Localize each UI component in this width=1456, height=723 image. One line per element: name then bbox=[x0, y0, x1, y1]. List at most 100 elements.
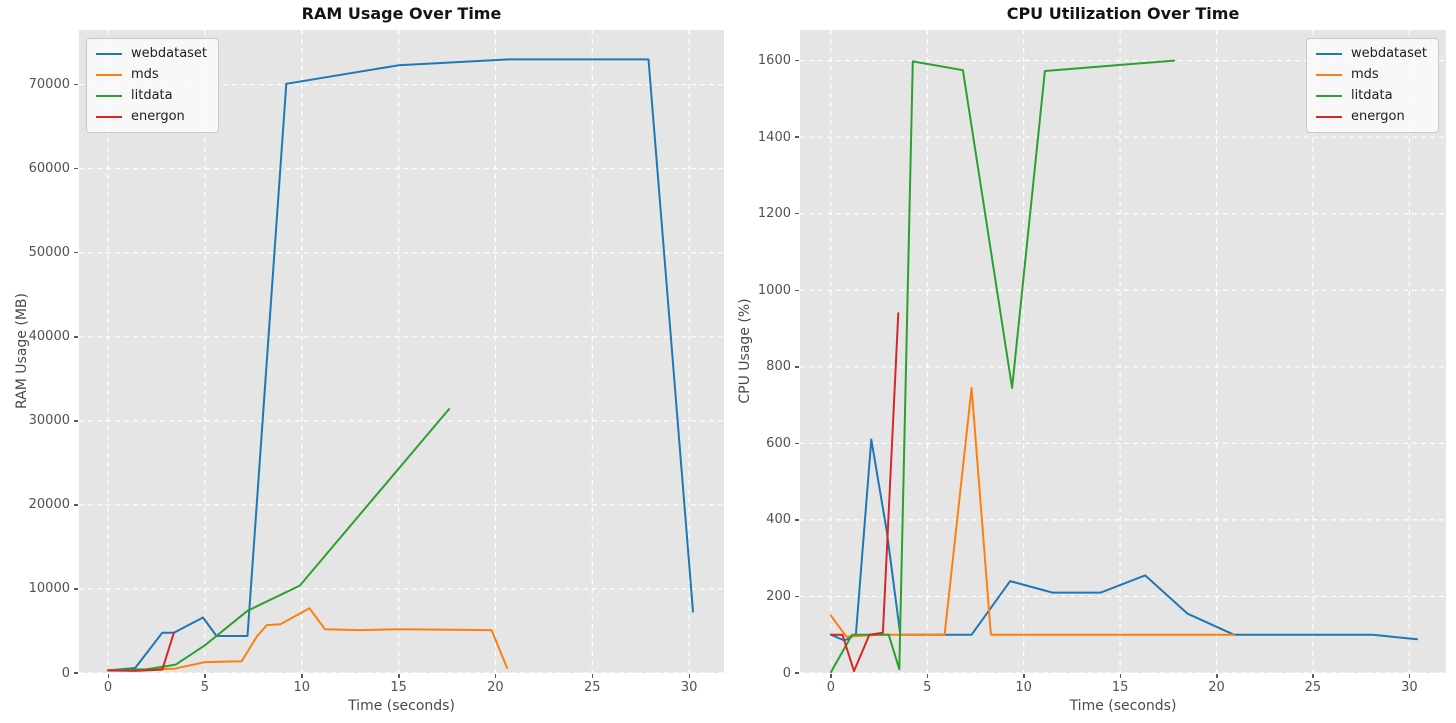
y-tick-mark bbox=[795, 59, 799, 62]
y-tick-mark bbox=[74, 251, 78, 254]
x-tick-mark bbox=[1312, 674, 1314, 678]
x-tick-label: 15 bbox=[390, 680, 407, 695]
x-tick-label: 20 bbox=[487, 680, 504, 695]
y-tick-label: 1400 bbox=[757, 129, 791, 145]
y-tick-label: 0 bbox=[61, 665, 70, 681]
y-tick-label: 50000 bbox=[28, 245, 70, 261]
y-tick-label: 10000 bbox=[28, 581, 70, 597]
y-tick-mark bbox=[74, 672, 78, 674]
y-tick-mark bbox=[795, 212, 799, 215]
legend-line-swatch bbox=[96, 74, 122, 76]
x-tick-label: 10 bbox=[293, 680, 310, 695]
y-tick-label: 70000 bbox=[28, 77, 70, 93]
y-tick-label: 20000 bbox=[28, 497, 70, 513]
y-tick-mark bbox=[74, 504, 78, 506]
y-tick-label: 800 bbox=[766, 359, 791, 375]
x-tick-label: 25 bbox=[1304, 680, 1322, 695]
x-tick-label: 5 bbox=[200, 680, 210, 695]
y-tick-label: 60000 bbox=[28, 161, 70, 177]
legend-line-swatch bbox=[96, 95, 122, 97]
series-line-mds bbox=[107, 607, 509, 672]
x-tick-label: 15 bbox=[1111, 680, 1129, 695]
legend-item-mds: mds bbox=[1315, 67, 1427, 83]
chart-title-cpu: CPU Utilization Over Time bbox=[1006, 4, 1240, 23]
x-tick-label: 10 bbox=[1015, 680, 1032, 695]
y-tick-mark bbox=[74, 336, 78, 338]
legend-label: webdataset bbox=[131, 46, 208, 61]
x-tick-mark bbox=[107, 674, 110, 678]
y-tick-label: 1200 bbox=[757, 206, 791, 222]
y-tick-label: 40000 bbox=[28, 329, 70, 345]
legend-label: energon bbox=[131, 109, 185, 124]
plot-area-cpu: webdataset mds litdata energon bbox=[800, 30, 1446, 673]
legend-label: litdata bbox=[131, 88, 173, 103]
x-tick-mark bbox=[1216, 674, 1218, 678]
legend-line-swatch bbox=[1315, 74, 1342, 76]
y-tick-label: 1000 bbox=[757, 282, 791, 298]
x-tick-mark bbox=[1023, 674, 1025, 678]
x-tick-label: 20 bbox=[1208, 680, 1225, 695]
x-tick-mark bbox=[1119, 674, 1122, 678]
plot-area-ram: webdataset mds litdata energon bbox=[79, 30, 724, 673]
chart-canvas bbox=[800, 30, 1446, 673]
y-tick-mark bbox=[795, 672, 799, 674]
x-axis-label-cpu: Time (seconds) bbox=[1069, 698, 1177, 714]
y-tick-mark bbox=[74, 420, 78, 422]
series-line-litdata bbox=[829, 59, 1176, 673]
cpu-utilization-panel: CPU Utilization Over Time CPU Usage (%) … bbox=[728, 0, 1456, 723]
x-tick-mark bbox=[926, 674, 929, 678]
legend-item-webdataset: webdataset bbox=[1315, 46, 1427, 62]
legend-line-swatch bbox=[96, 116, 122, 118]
y-tick-label: 600 bbox=[766, 435, 791, 451]
series-line-energon bbox=[829, 312, 900, 673]
y-tick-mark bbox=[795, 442, 799, 445]
y-tick-mark bbox=[795, 595, 799, 598]
chart-title-ram: RAM Usage Over Time bbox=[301, 4, 502, 23]
x-axis-label-ram: Time (seconds) bbox=[348, 698, 455, 714]
y-tick-mark bbox=[74, 588, 78, 590]
x-tick-mark bbox=[1408, 674, 1411, 678]
x-tick-mark bbox=[301, 674, 303, 678]
series-line-webdataset bbox=[829, 438, 1419, 642]
y-tick-mark bbox=[795, 289, 799, 291]
legend-label: mds bbox=[1350, 67, 1379, 82]
legend: webdataset mds litdata energon bbox=[86, 38, 220, 133]
x-tick-mark bbox=[688, 674, 691, 678]
x-tick-mark bbox=[204, 674, 206, 678]
x-tick-label: 30 bbox=[680, 680, 698, 695]
legend-item-mds: mds bbox=[96, 67, 207, 83]
x-tick-label: 0 bbox=[103, 680, 113, 695]
y-tick-label: 0 bbox=[782, 665, 791, 681]
legend-label: litdata bbox=[1350, 88, 1393, 103]
legend-line-swatch bbox=[1315, 53, 1342, 55]
y-tick-mark bbox=[795, 519, 799, 521]
y-tick-mark bbox=[74, 167, 78, 170]
x-tick-mark bbox=[591, 674, 594, 678]
chart-canvas bbox=[79, 30, 724, 673]
legend-item-energon: energon bbox=[1315, 109, 1427, 125]
legend-line-swatch bbox=[1315, 116, 1342, 118]
legend-line-swatch bbox=[96, 53, 122, 55]
x-tick-mark bbox=[830, 674, 832, 678]
legend-label: mds bbox=[131, 67, 159, 82]
legend-item-webdataset: webdataset bbox=[96, 46, 207, 62]
y-tick-mark bbox=[74, 83, 78, 86]
x-tick-mark bbox=[494, 674, 497, 678]
y-tick-label: 1600 bbox=[757, 53, 791, 69]
legend-item-litdata: litdata bbox=[96, 88, 207, 104]
y-axis-label-ram: RAM Usage (MB) bbox=[14, 293, 30, 409]
series-line-energon bbox=[107, 631, 175, 672]
x-tick-label: 30 bbox=[1401, 680, 1418, 695]
legend-item-energon: energon bbox=[96, 109, 207, 125]
series-line-litdata bbox=[107, 408, 450, 672]
legend-label: energon bbox=[1350, 109, 1405, 124]
x-tick-mark bbox=[398, 674, 400, 678]
legend: webdataset mds litdata energon bbox=[1305, 38, 1439, 133]
legend-item-litdata: litdata bbox=[1315, 88, 1427, 104]
x-tick-label: 5 bbox=[923, 680, 932, 695]
ram-usage-panel: RAM Usage Over Time RAM Usage (MB) webda… bbox=[14, 4, 724, 714]
y-tick-label: 400 bbox=[766, 512, 791, 528]
legend-line-swatch bbox=[1315, 95, 1342, 97]
legend-label: webdataset bbox=[1350, 46, 1427, 61]
